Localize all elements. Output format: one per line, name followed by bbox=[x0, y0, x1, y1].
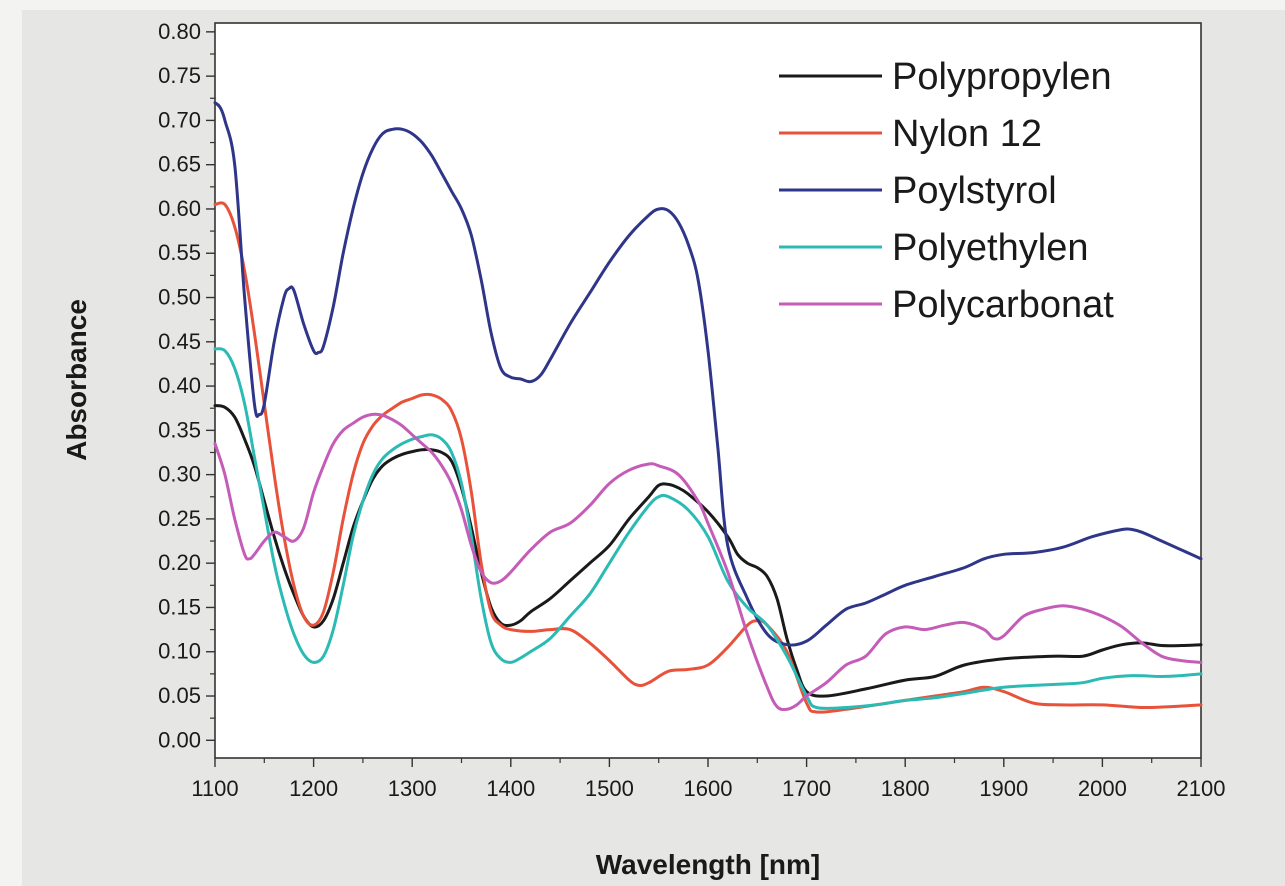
series-line-polycarbonat bbox=[213, 412, 1203, 712]
y-tick-label: 0.00 bbox=[158, 727, 201, 752]
y-tick-label: 0.25 bbox=[158, 506, 201, 531]
y-axis-title: Absorbance bbox=[61, 299, 92, 461]
series-lines bbox=[213, 101, 1203, 714]
y-tick-label: 0.65 bbox=[158, 152, 201, 177]
x-tick-label: 1200 bbox=[289, 776, 338, 801]
series-line-polypropylen bbox=[213, 404, 1203, 698]
x-axis: 1100 1200 1300 1400 1500 1600 1700 1800 1900 2000… bbox=[191, 758, 1225, 801]
x-tick-label: 2000 bbox=[1078, 776, 1127, 801]
y-tick-label: 0.55 bbox=[158, 240, 201, 265]
x-axis-title: Wavelength [nm] bbox=[596, 849, 821, 880]
y-tick-label: 0.75 bbox=[158, 63, 201, 88]
x-tick-label: 1700 bbox=[782, 776, 831, 801]
line-chart: 0.00 0.05 0.10 0.15 0.20 0.25 0.30 0.35 0.40 0.45… bbox=[61, 19, 1225, 880]
y-axis: 0.00 0.05 0.10 0.15 0.20 0.25 0.30 0.35 0.40 0.45… bbox=[158, 19, 215, 752]
y-tick-label: 0.20 bbox=[158, 550, 201, 575]
x-tick-label: 1300 bbox=[388, 776, 437, 801]
x-tick-label: 1800 bbox=[881, 776, 930, 801]
legend-label-polycarbonat: Polycarbonat bbox=[892, 284, 1114, 326]
legend-label-polyethylen: Polyethylen bbox=[892, 227, 1088, 269]
legend-label-nylon-12: Nylon 12 bbox=[892, 113, 1042, 155]
legend-label-polypropylen: Polypropylen bbox=[892, 56, 1112, 98]
x-tick-label: 1600 bbox=[684, 776, 733, 801]
legend: Polypropylen Nylon 12 Poylstyrol Polyethyle… bbox=[779, 56, 1114, 326]
x-tick-label: 1100 bbox=[191, 776, 238, 801]
y-tick-label: 0.05 bbox=[158, 683, 201, 708]
plot-area bbox=[214, 22, 1202, 759]
series-line-poylstyrol bbox=[213, 101, 1203, 647]
y-tick-label: 0.35 bbox=[158, 417, 201, 442]
x-tick-label: 2100 bbox=[1177, 776, 1226, 801]
legend-label-poylstyrol: Poylstyrol bbox=[892, 170, 1057, 212]
y-tick-label: 0.80 bbox=[158, 19, 201, 44]
y-tick-label: 0.45 bbox=[158, 329, 201, 354]
y-tick-label: 0.50 bbox=[158, 285, 201, 310]
x-tick-label: 1400 bbox=[486, 776, 535, 801]
y-tick-label: 0.40 bbox=[158, 373, 201, 398]
y-tick-label: 0.60 bbox=[158, 196, 201, 221]
y-tick-label: 0.70 bbox=[158, 107, 201, 132]
y-tick-label: 0.15 bbox=[158, 594, 201, 619]
series-line-polyethylen bbox=[213, 347, 1203, 710]
x-tick-label: 1900 bbox=[979, 776, 1028, 801]
y-tick-label: 0.10 bbox=[158, 639, 201, 664]
y-tick-label: 0.30 bbox=[158, 462, 201, 487]
x-tick-label: 1500 bbox=[585, 776, 634, 801]
chart-figure: 0.00 0.05 0.10 0.15 0.20 0.25 0.30 0.35 0.40 0.45… bbox=[22, 10, 1285, 886]
